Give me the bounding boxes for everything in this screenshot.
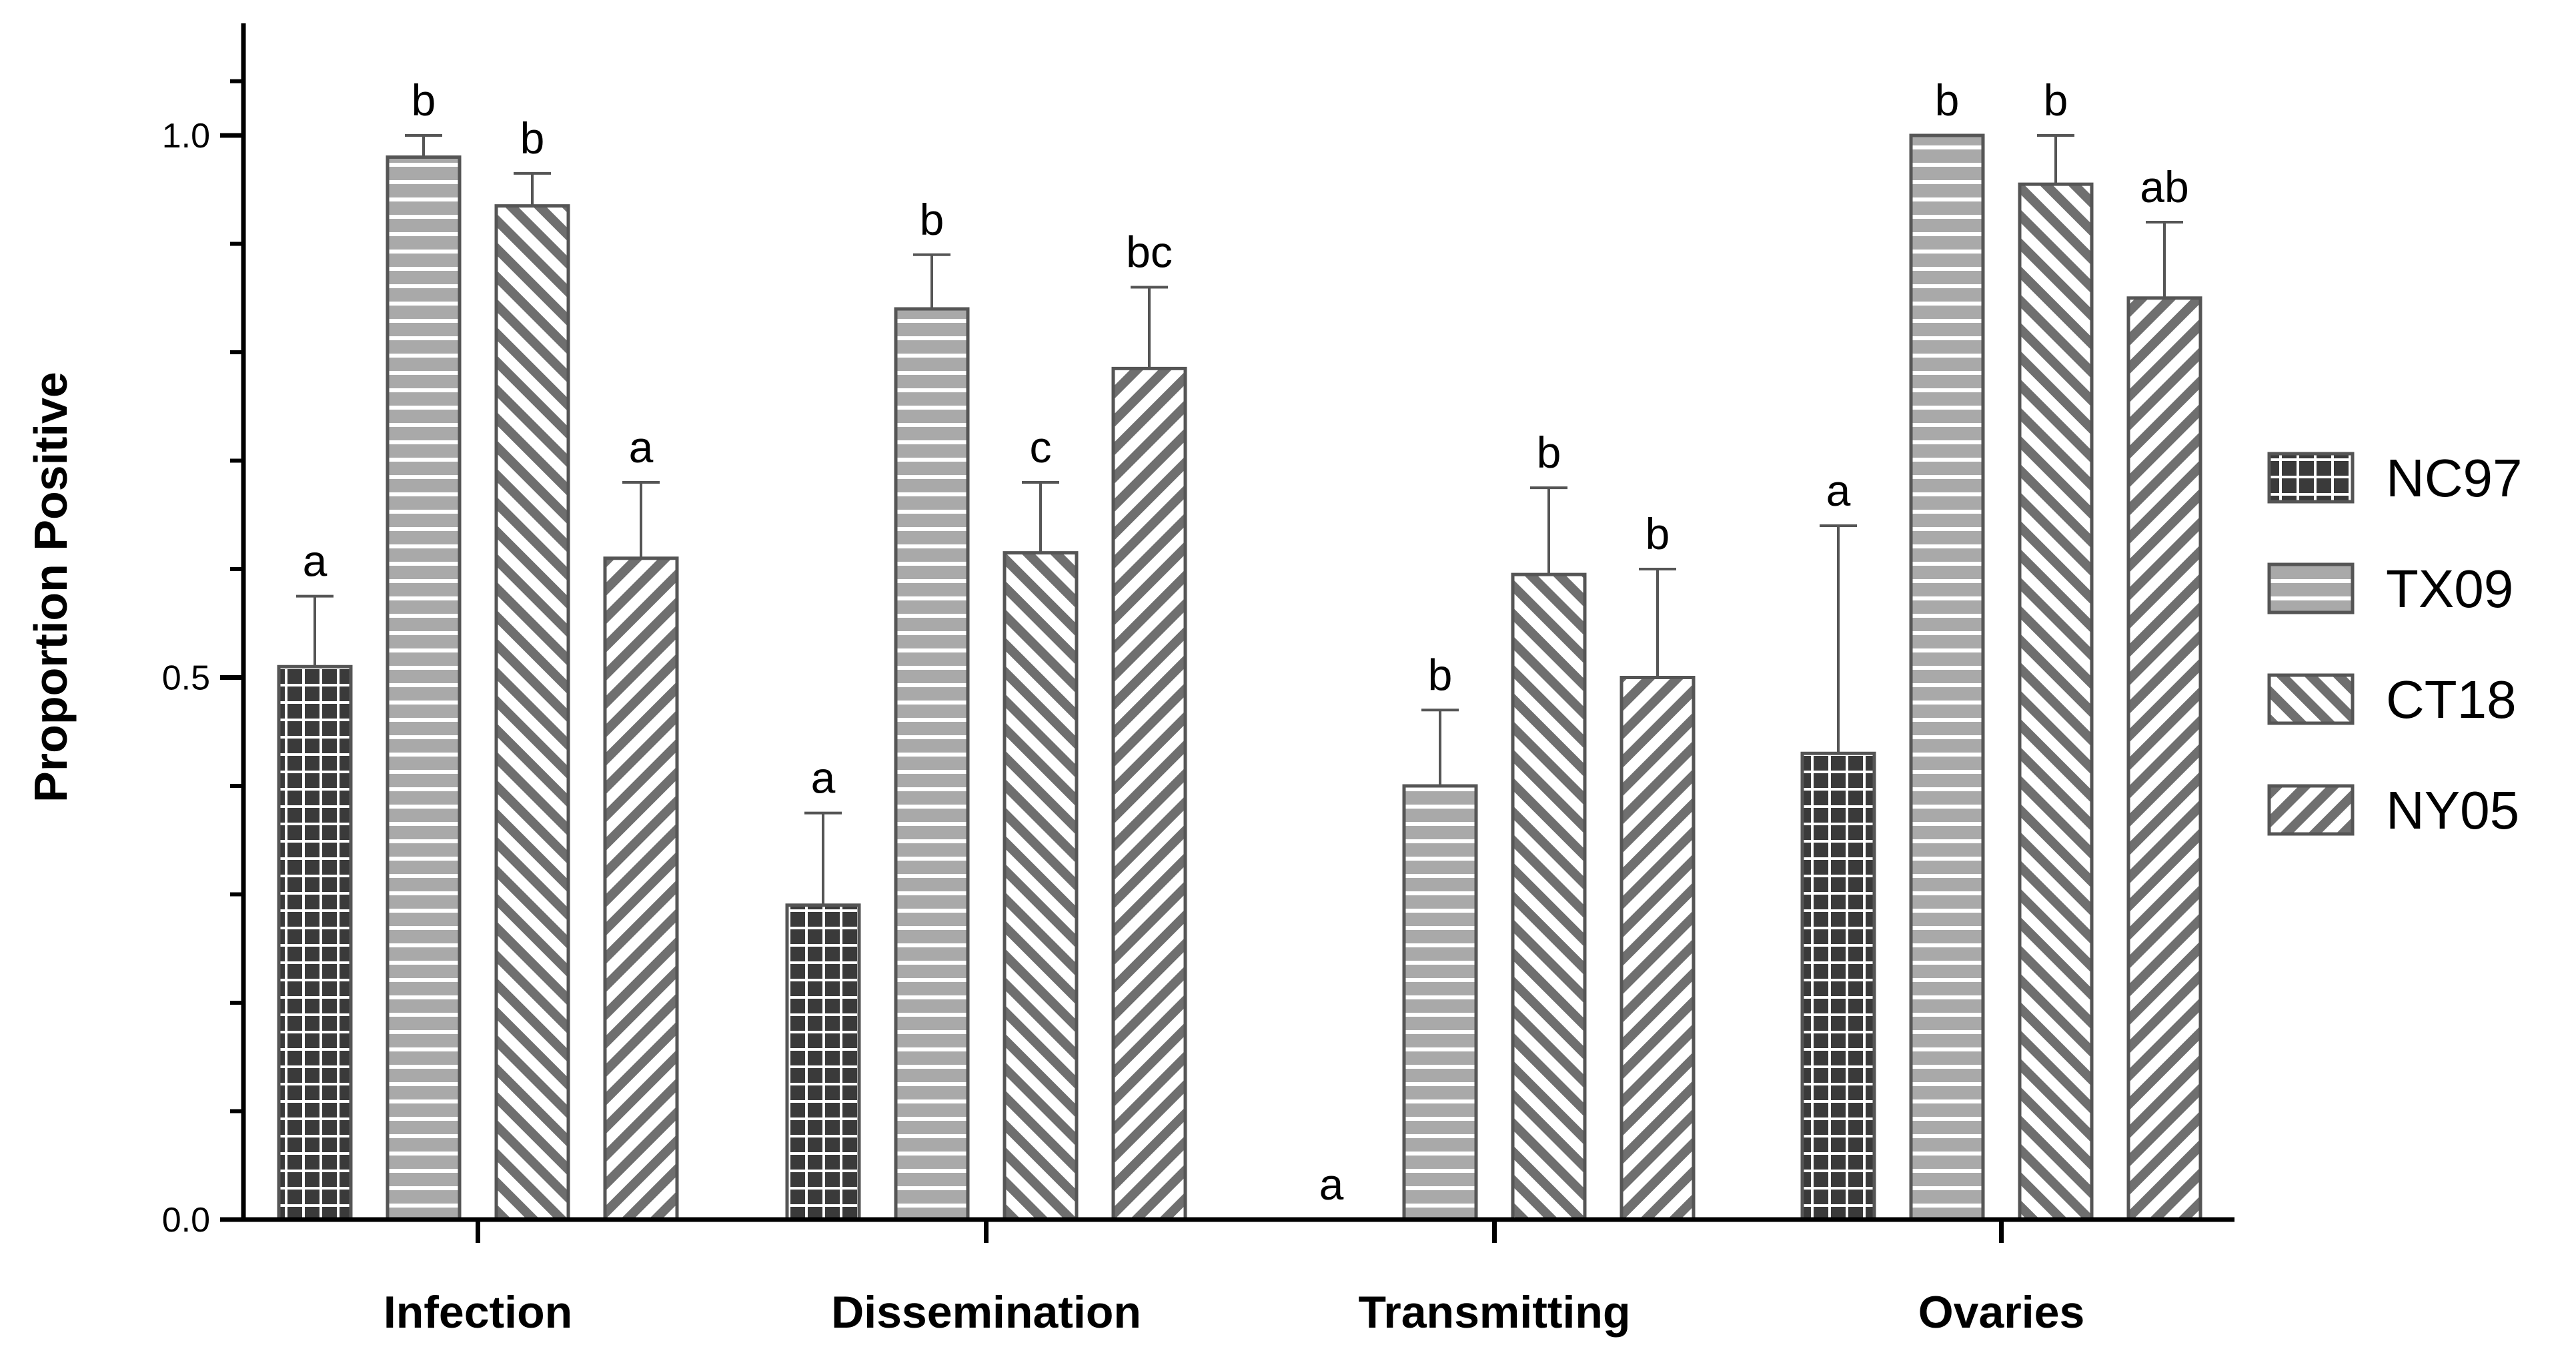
- sig-letter-ct18-transmitting: b: [1537, 428, 1561, 477]
- bar-ct18-dissemination: [1003, 551, 1079, 1222]
- sig-letter-nc97-ovaries: a: [1826, 466, 1851, 515]
- sig-letter-ct18-ovaries: b: [2044, 75, 2068, 125]
- bar-tx09-infection: [386, 155, 462, 1222]
- legend-swatch-ny05: [2267, 784, 2355, 836]
- legend-label-ny05: NY05: [2386, 781, 2519, 840]
- bar-nc97-ovaries: [1800, 751, 1876, 1222]
- x-tick-label-dissemination: Dissemination: [831, 1287, 1141, 1338]
- bar-nc97-dissemination: [785, 903, 861, 1222]
- sig-letter-ny05-dissemination: bc: [1126, 228, 1173, 277]
- sig-letter-tx09-dissemination: b: [920, 195, 944, 244]
- bar-ny05-infection: [603, 556, 679, 1222]
- legend-item-nc97: NC97: [2267, 448, 2523, 508]
- bar-ct18-infection: [494, 204, 570, 1222]
- bar-ct18-transmitting: [1511, 572, 1587, 1222]
- bar-ct18-ovaries: [2018, 182, 2094, 1222]
- bar-ny05-ovaries: [2126, 296, 2202, 1222]
- bar-tx09-dissemination: [894, 307, 970, 1222]
- x-tick-label-transmitting: Transmitting: [1358, 1287, 1630, 1338]
- sig-letter-ny05-transmitting: b: [1646, 509, 1670, 558]
- legend-item-ct18: CT18: [2267, 670, 2517, 729]
- sig-letter-ny05-ovaries: ab: [2140, 162, 2188, 211]
- y-axis-label: Proportion Positive: [25, 372, 77, 803]
- sig-letter-tx09-ovaries: b: [1935, 75, 1960, 125]
- legend-swatch-ct18: [2267, 673, 2355, 725]
- bar-tx09-transmitting: [1402, 784, 1478, 1222]
- legend-item-ny05: NY05: [2267, 781, 2519, 840]
- legend-swatch-nc97: [2267, 452, 2355, 504]
- bar-ny05-dissemination: [1111, 366, 1187, 1222]
- sig-letter-tx09-transmitting: b: [1428, 650, 1453, 699]
- x-tick-label-ovaries: Ovaries: [1918, 1287, 2085, 1338]
- y-tick-label-2: 1.0: [162, 117, 210, 155]
- legend-label-ct18: CT18: [2386, 670, 2517, 729]
- sig-letter-ct18-infection: b: [520, 113, 545, 163]
- y-tick-label-0: 0.0: [162, 1201, 210, 1240]
- x-tick-label-infection: Infection: [384, 1287, 572, 1338]
- sig-letter-tx09-infection: b: [412, 75, 436, 125]
- bar-tx09-ovaries: [1909, 133, 1985, 1222]
- sig-letter-nc97-transmitting: a: [1319, 1160, 1344, 1209]
- sig-letter-ny05-infection: a: [629, 422, 654, 472]
- bar-ny05-transmitting: [1620, 676, 1696, 1222]
- legend-label-nc97: NC97: [2386, 448, 2523, 508]
- sig-letter-ct18-dissemination: c: [1030, 422, 1052, 472]
- legend-label-tx09: TX09: [2386, 559, 2513, 618]
- legend-item-tx09: TX09: [2267, 559, 2513, 618]
- sig-letter-nc97-dissemination: a: [811, 753, 836, 803]
- y-tick-label-1: 0.5: [162, 659, 210, 698]
- sig-letter-nc97-infection: a: [303, 536, 328, 586]
- legend-swatch-tx09: [2267, 562, 2355, 614]
- bar-nc97-infection: [277, 664, 353, 1222]
